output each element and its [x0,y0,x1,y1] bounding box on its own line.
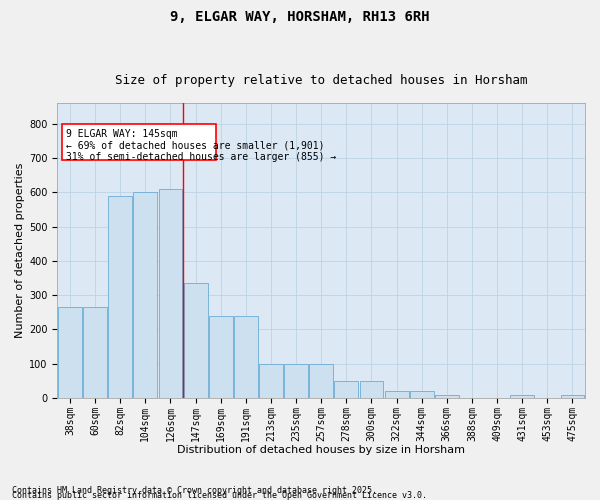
Text: 9, ELGAR WAY, HORSHAM, RH13 6RH: 9, ELGAR WAY, HORSHAM, RH13 6RH [170,10,430,24]
Bar [334,381,358,398]
Y-axis label: Number of detached properties: Number of detached properties [15,163,25,338]
Title: Size of property relative to detached houses in Horsham: Size of property relative to detached ho… [115,74,527,87]
Text: 31% of semi-detached houses are larger (855) →: 31% of semi-detached houses are larger (… [66,152,337,162]
Bar [510,394,534,398]
Bar [560,394,584,398]
Bar [108,196,132,398]
Bar [309,364,333,398]
Text: 9 ELGAR WAY: 145sqm: 9 ELGAR WAY: 145sqm [66,129,178,139]
Bar [385,391,409,398]
Bar [62,124,215,160]
Bar [359,381,383,398]
Text: Contains HM Land Registry data © Crown copyright and database right 2025.: Contains HM Land Registry data © Crown c… [12,486,377,495]
Text: Contains public sector information licensed under the Open Government Licence v3: Contains public sector information licen… [12,491,427,500]
Bar [83,307,107,398]
Text: ← 69% of detached houses are smaller (1,901): ← 69% of detached houses are smaller (1,… [66,140,325,150]
Bar [58,307,82,398]
Bar [184,283,208,398]
Bar [209,316,233,398]
X-axis label: Distribution of detached houses by size in Horsham: Distribution of detached houses by size … [177,445,465,455]
Bar [284,364,308,398]
Bar [259,364,283,398]
Bar [133,192,157,398]
Bar [158,189,182,398]
Bar [435,394,459,398]
Bar [410,391,434,398]
Bar [234,316,258,398]
